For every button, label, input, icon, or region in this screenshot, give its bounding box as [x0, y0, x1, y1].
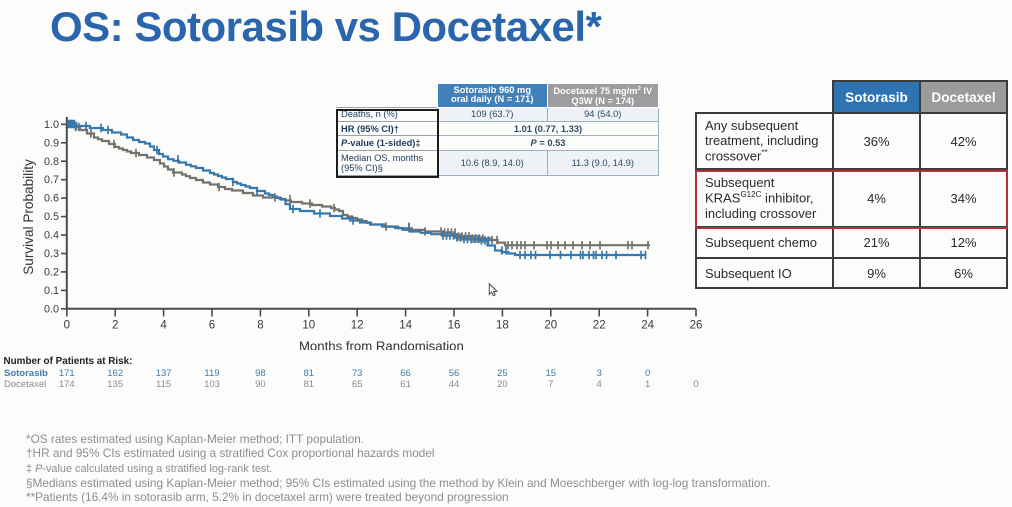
svg-text:0.3: 0.3: [44, 248, 59, 260]
svg-text:0.6: 0.6: [44, 193, 59, 205]
svg-text:0.7: 0.7: [44, 174, 59, 186]
svg-text:1.0: 1.0: [44, 119, 59, 131]
svg-text:0.8: 0.8: [44, 156, 59, 168]
svg-text:18: 18: [496, 320, 509, 332]
svg-text:24: 24: [641, 320, 654, 332]
svg-text:0: 0: [64, 320, 70, 332]
svg-text:Months from Randomisation: Months from Randomisation: [299, 339, 464, 351]
svg-text:16: 16: [448, 320, 461, 332]
svg-text:14: 14: [399, 320, 412, 332]
svg-text:4: 4: [160, 320, 167, 332]
svg-text:26: 26: [690, 320, 703, 332]
svg-text:0.9: 0.9: [44, 137, 59, 149]
svg-text:0.1: 0.1: [44, 285, 59, 297]
svg-text:8: 8: [257, 320, 263, 332]
svg-text:12: 12: [351, 320, 364, 332]
svg-text:10: 10: [302, 320, 315, 332]
svg-text:20: 20: [544, 320, 557, 332]
svg-text:2: 2: [112, 320, 118, 332]
svg-text:Survival Probability: Survival Probability: [21, 159, 36, 275]
svg-text:22: 22: [593, 320, 606, 332]
svg-text:0.5: 0.5: [44, 211, 59, 223]
svg-text:0.0: 0.0: [44, 303, 59, 315]
svg-text:0.4: 0.4: [44, 230, 59, 242]
svg-text:6: 6: [209, 320, 215, 332]
svg-text:0.2: 0.2: [44, 267, 59, 279]
